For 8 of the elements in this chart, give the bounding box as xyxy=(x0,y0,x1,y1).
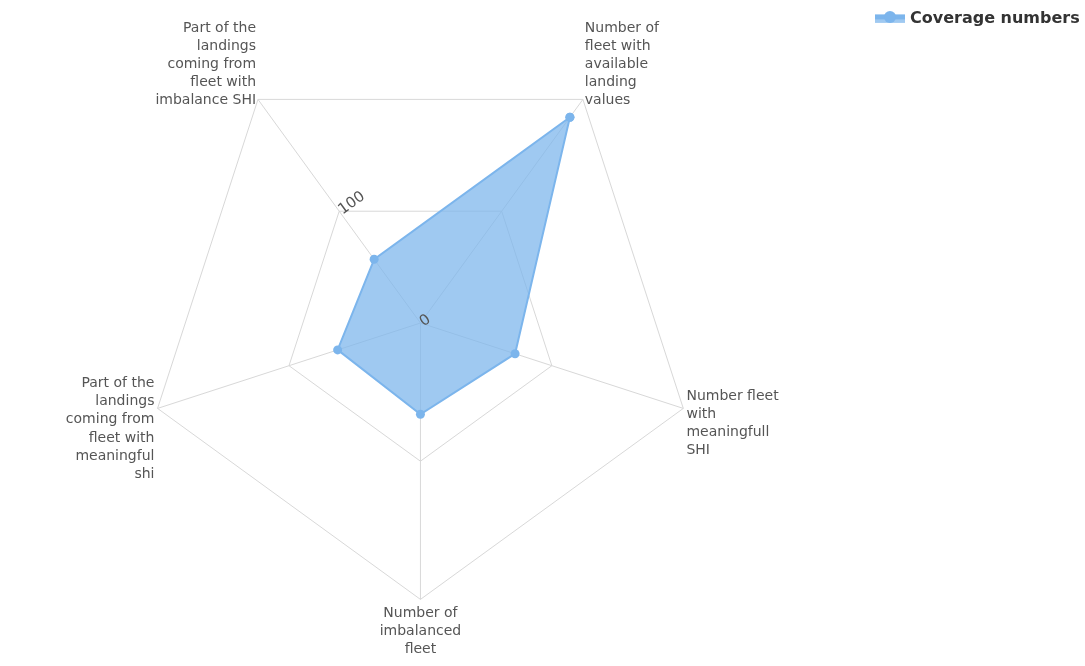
spoke-label: Number of imbalanced fleet xyxy=(379,603,462,657)
spoke-label: Number fleet with meaningfull SHI xyxy=(686,386,780,458)
spoke-label: Part of the landings coming from fleet with imbalance SHI xyxy=(155,18,257,108)
spoke-label: Number of fleet with available landing values xyxy=(584,18,661,108)
y-tick-label: 0 xyxy=(415,309,434,330)
y-tick-label: 100 xyxy=(334,186,368,219)
spoke-label: Part of the landings coming from fleet with meaningful shi xyxy=(65,373,155,481)
legend-label: Coverage numbers xyxy=(910,8,1080,28)
